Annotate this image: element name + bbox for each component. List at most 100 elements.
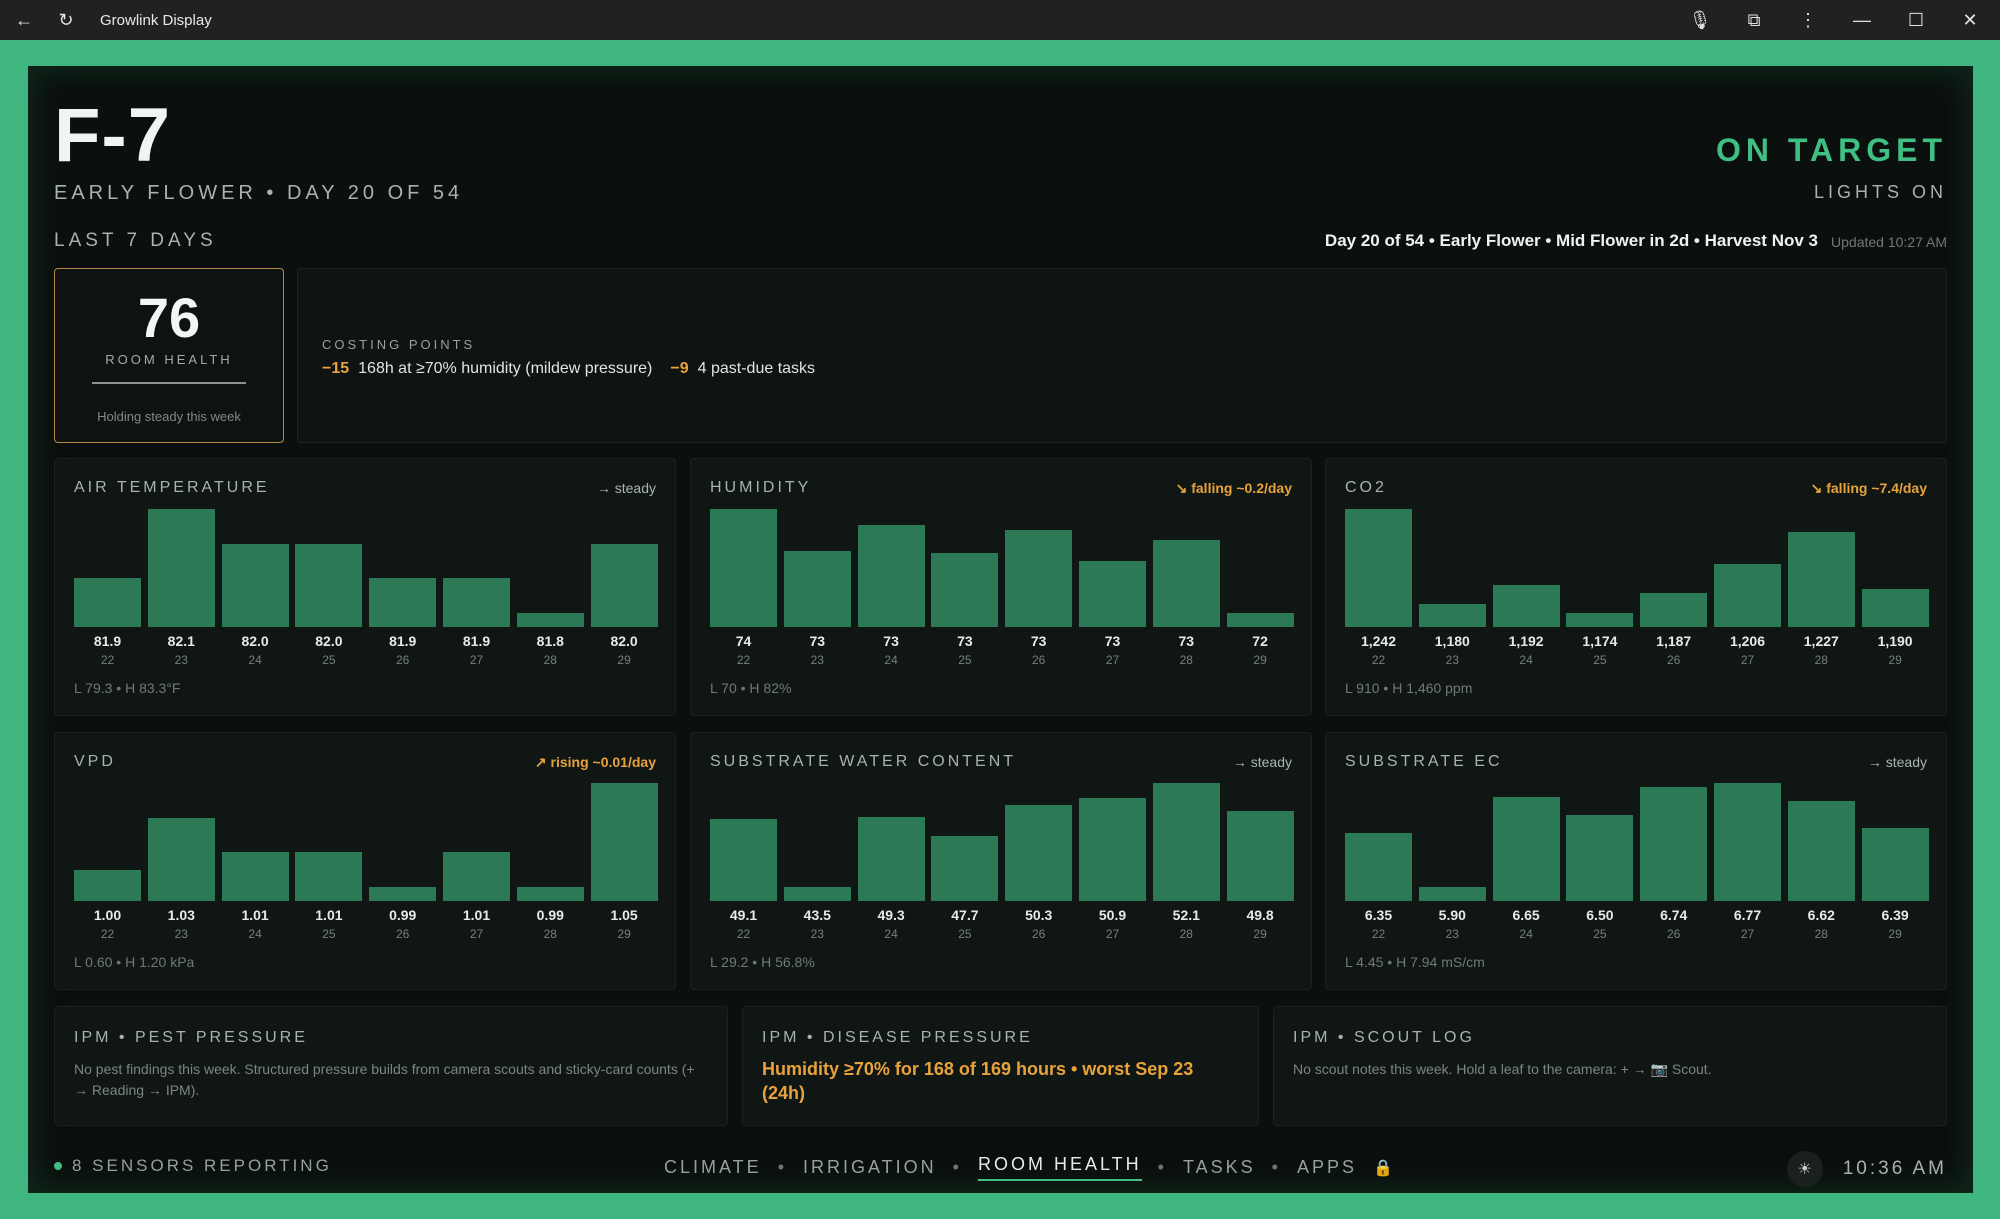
bar-value-label: 1.03	[167, 907, 195, 923]
chart-bar	[1345, 833, 1412, 901]
chart-bar	[1714, 783, 1781, 901]
bar-value-label: 1.01	[241, 907, 269, 923]
ipm-disease-pressure-card[interactable]: IPM • DISEASE PRESSURE Humidity ≥70% for…	[742, 1006, 1259, 1126]
chart-bar	[1345, 509, 1412, 627]
bar-value-label: 49.1	[729, 907, 758, 923]
bar-day-label: 24	[1519, 927, 1533, 941]
maximize-icon[interactable]: ☐	[1907, 9, 1925, 30]
bar-day-label: 25	[1593, 653, 1607, 667]
chart-bar	[369, 578, 437, 627]
more-icon[interactable]: ⋮	[1799, 9, 1817, 30]
chart-bar	[1492, 585, 1560, 627]
bar-value-label: 82.0	[315, 633, 343, 649]
theme-toggle-icon[interactable]: ☀	[1786, 1151, 1823, 1187]
co2-card[interactable]: CO2 ↘ falling ~7.4/day 1,242 22 1,180 23 1,1…	[1325, 458, 1947, 716]
bar-day-label: 27	[1105, 653, 1120, 667]
chart-bar	[1152, 540, 1220, 627]
chart-bar	[147, 509, 215, 627]
bar-day-label: 26	[396, 653, 410, 667]
cost-points: −15	[322, 360, 350, 377]
close-icon[interactable]: ✕	[1962, 9, 1978, 30]
bar-value-label: 52.1	[1172, 907, 1200, 923]
bar-day-label: 27	[469, 653, 484, 667]
chart-bar	[783, 887, 851, 901]
bar-day-label: 28	[1814, 927, 1828, 941]
costing-points-card: COSTING POINTS −15 168h at ≥70% humidity…	[297, 268, 1947, 443]
bar-day-label: 29	[617, 927, 631, 941]
card-title: AIR TEMPERATURE	[74, 479, 270, 496]
value-row: 74 22 73 23 73 24 73 25 73 26 73 27 73 28 72 29	[710, 633, 1294, 673]
bar-value-label: 49.8	[1246, 907, 1274, 923]
sensor-status: 8 SENSORS REPORTING	[54, 1156, 332, 1176]
nav-apps[interactable]: APPS	[1296, 1157, 1358, 1177]
chart-bar	[74, 869, 141, 901]
bar-value-label: 73	[1030, 633, 1047, 649]
cost-reason: 168h at ≥70% humidity (mildew pressure)	[358, 360, 653, 377]
bar-value-label: 47.7	[951, 907, 979, 923]
ipm-disease-title: IPM • DISEASE PRESSURE	[762, 1029, 1033, 1046]
bar-day-label: 28	[1179, 927, 1193, 941]
trend-indicator: ↗ rising ~0.01/day	[534, 754, 656, 770]
bar-value-label: 43.5	[803, 907, 831, 923]
humidity-card[interactable]: HUMIDITY ↘ falling ~0.2/day 74 22 73 23 73 24…	[690, 458, 1312, 716]
nav-separator: •	[1271, 1157, 1281, 1177]
room-health-card[interactable]: 76 ROOM HEALTH Holding steady this week	[54, 268, 284, 443]
vpd-card[interactable]: VPD ↗ rising ~0.01/day 1.00 22 1.03 23 1.01 2…	[54, 732, 676, 990]
card-title: SUBSTRATE WATER CONTENT	[710, 753, 1017, 770]
ipm-pest-text: No pest findings this week. Structured p…	[74, 1061, 695, 1098]
bar-value-label: 1,190	[1877, 633, 1913, 649]
minimize-icon[interactable]: —	[1853, 9, 1871, 30]
ipm-pest-title: IPM • PEST PRESSURE	[74, 1029, 308, 1046]
bar-value-label: 5.90	[1438, 907, 1466, 923]
bar-day-label: 26	[1667, 653, 1681, 667]
substrate-ec-card[interactable]: SUBSTRATE EC → steady 6.35 22 5.90 23 6.65 24…	[1325, 732, 1947, 990]
bar-value-label: 82.1	[167, 633, 195, 649]
grow-summary: Day 20 of 54 • Early Flower • Mid Flower…	[1324, 231, 1818, 250]
air-temperature-card[interactable]: AIR TEMPERATURE → steady 81.9 22 82.1 23 82.…	[54, 458, 676, 716]
bar-value-label: 72	[1252, 633, 1268, 649]
nav-irrigation[interactable]: IRRIGATION	[803, 1157, 937, 1177]
clock: 10:36 AM	[1842, 1158, 1947, 1179]
chart-bar	[221, 852, 289, 901]
status-badge: ON TARGET	[1715, 132, 1947, 168]
bar-value-label: 81.9	[93, 633, 122, 649]
bar-day-label: 26	[1667, 927, 1681, 941]
bar-chart	[710, 509, 1294, 627]
extensions-icon[interactable]: ⧉	[1747, 9, 1761, 30]
bar-value-label: 1,192	[1508, 633, 1544, 649]
nav-climate[interactable]: CLIMATE	[664, 1157, 762, 1177]
chart-bar	[1079, 561, 1146, 627]
ipm-pest-pressure-card[interactable]: IPM • PEST PRESSURE No pest findings thi…	[54, 1006, 728, 1126]
section-heading: LAST 7 DAYS	[54, 230, 217, 251]
room-name: F-7	[54, 93, 171, 178]
lock-icon[interactable]: 🔒	[1373, 1159, 1396, 1177]
chart-bar	[1005, 804, 1073, 901]
chart-bar	[1861, 588, 1929, 627]
bar-value-label: 6.74	[1660, 907, 1688, 923]
chart-bar	[1714, 564, 1781, 627]
bar-value-label: 82.0	[241, 633, 269, 649]
nav-room-health[interactable]: ROOM HEALTH	[977, 1154, 1142, 1181]
bar-day-label: 27	[1105, 927, 1120, 941]
bar-value-label: 0.99	[536, 907, 564, 923]
bar-day-label: 29	[1888, 927, 1902, 941]
trend-indicator: ↘ falling ~0.2/day	[1175, 480, 1292, 496]
chart-bar	[1640, 593, 1708, 627]
microphone-icon[interactable]: 🎙	[1688, 9, 1712, 30]
back-arrow-icon[interactable]: ←	[15, 9, 33, 30]
nav-tasks[interactable]: TASKS	[1182, 1157, 1256, 1177]
bar-day-label: 22	[736, 653, 751, 667]
ipm-scout-log-card[interactable]: IPM • SCOUT LOG No scout notes this week…	[1273, 1006, 1947, 1126]
ipm-scout-title: IPM • SCOUT LOG	[1293, 1029, 1475, 1046]
room-health-label: ROOM HEALTH	[105, 352, 233, 367]
reload-icon[interactable]: ↻	[58, 9, 74, 30]
chart-bar	[710, 509, 777, 627]
room-health-note: Holding steady this week	[97, 409, 241, 424]
substrate-water-content-card[interactable]: SUBSTRATE WATER CONTENT → steady 49.1 22 4…	[690, 732, 1312, 990]
bar-day-label: 28	[1179, 653, 1193, 667]
chart-bar	[295, 852, 363, 901]
chart-bar	[857, 524, 925, 627]
bar-value-label: 1.01	[462, 907, 491, 923]
bar-day-label: 27	[469, 927, 484, 941]
chart-bar	[1226, 613, 1294, 627]
